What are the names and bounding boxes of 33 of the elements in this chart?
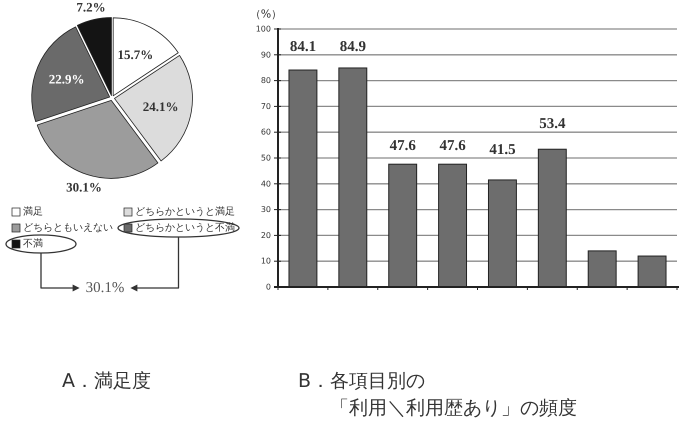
data-label: 84.1 (290, 38, 316, 55)
legend-label: 不満 (23, 238, 43, 250)
text: A．満足度 (62, 369, 151, 394)
data-label: 7.2% (76, 0, 106, 14)
y-tick-label: 100 (256, 24, 271, 34)
legend-item: 満足 (12, 206, 43, 218)
data-label: 41.5 (489, 142, 516, 158)
data-label: 47.6 (439, 138, 466, 154)
legend-item: どちらともいえない (12, 222, 113, 234)
y-tick-label: 30 (260, 205, 271, 214)
y-tick-label: 40 (260, 179, 271, 188)
data-label: 15.7% (117, 47, 154, 62)
data-label: 53.4 (539, 116, 566, 132)
data-label: 22.9% (48, 71, 84, 86)
legend-item: どちらかというと満足 (124, 206, 235, 218)
y-tick-label: 70 (260, 102, 271, 111)
data-label: 30.1% (66, 180, 102, 195)
data-label: 24.1% (142, 98, 178, 114)
data-label: 84.9 (340, 38, 366, 55)
y-tick-label: 20 (260, 230, 271, 240)
y-tick-label: 90 (260, 50, 271, 60)
legend-label: どちらかというと満足 (135, 206, 235, 218)
text: B．各項目別の「利用＼利用歴あり」の頻度 (298, 369, 578, 421)
y-tick-label: 0 (266, 282, 271, 292)
data-label: 47.6 (390, 138, 416, 154)
y-tick-label: 60 (260, 128, 271, 137)
y-tick-label: 80 (260, 76, 271, 86)
text: 30.1% (86, 280, 124, 296)
legend-item: 不満 (12, 238, 43, 250)
y-tick-label: 50 (260, 154, 271, 162)
y-tick-label: 10 (260, 256, 271, 266)
legend-label: 満足 (23, 206, 43, 218)
y-axis-title: （%） (250, 8, 282, 20)
